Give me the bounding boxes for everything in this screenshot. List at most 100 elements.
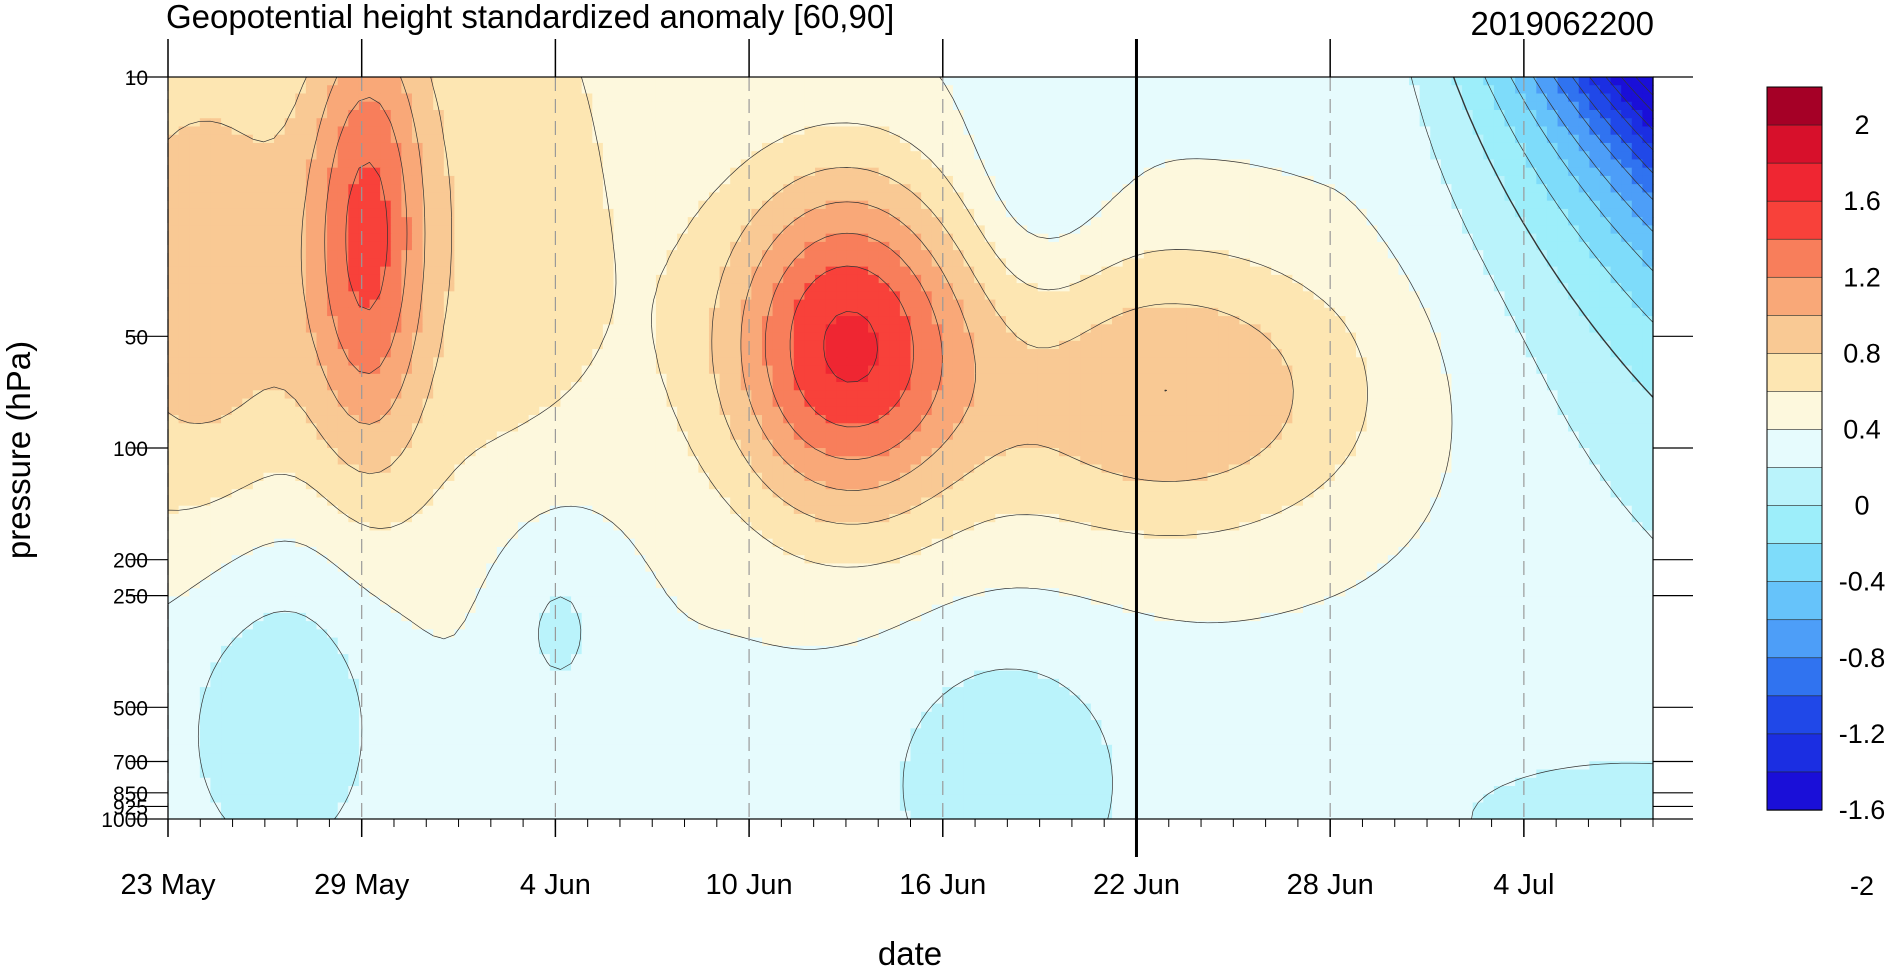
contour-cell xyxy=(1642,332,1654,342)
contour-cell xyxy=(199,241,212,251)
contour-cell xyxy=(793,357,806,367)
contour-cell xyxy=(825,357,837,367)
contour-cell xyxy=(1515,299,1527,309)
contour-cell xyxy=(390,109,402,119)
contour-cell xyxy=(1165,126,1177,136)
contour-cell xyxy=(1080,126,1092,136)
contour-cell xyxy=(305,151,318,161)
contour-cell xyxy=(963,167,975,177)
contour-cell xyxy=(1578,233,1590,243)
contour-cell xyxy=(327,299,339,309)
contour-cell xyxy=(624,159,636,169)
contour-cell xyxy=(486,85,498,95)
contour-cell xyxy=(963,316,975,325)
contour-cell xyxy=(751,307,763,317)
contour-cell xyxy=(878,200,890,210)
contour-cell xyxy=(295,109,307,119)
contour-cell xyxy=(952,134,965,144)
contour-cell xyxy=(295,77,307,86)
contour-cell xyxy=(751,151,763,161)
contour-cell xyxy=(751,217,763,226)
contour-cell xyxy=(1059,208,1071,218)
contour-cell xyxy=(846,77,859,86)
contour-cell xyxy=(465,167,477,177)
contour-cell xyxy=(719,365,731,375)
contour-cell xyxy=(1196,307,1209,317)
contour-cell xyxy=(910,307,922,317)
contour-cell xyxy=(528,349,540,358)
contour-cell xyxy=(1642,159,1654,169)
contour-cell xyxy=(708,151,721,161)
contour-cell xyxy=(1536,109,1548,119)
contour-cell xyxy=(1122,283,1134,292)
contour-cell xyxy=(804,332,816,342)
contour-cell xyxy=(1493,101,1506,111)
contour-cell xyxy=(730,208,742,218)
contour-cell xyxy=(316,159,328,169)
contour-cell xyxy=(984,93,996,103)
contour-cell xyxy=(677,274,689,284)
contour-cell xyxy=(634,324,646,334)
contour-cell xyxy=(231,340,243,350)
contour-cell xyxy=(878,299,890,309)
contour-cell xyxy=(1546,142,1559,152)
contour-cell xyxy=(1483,233,1495,243)
contour-cell xyxy=(645,299,657,309)
contour-cell xyxy=(868,332,880,342)
contour-cell xyxy=(1249,109,1262,119)
contour-cell xyxy=(1462,233,1474,243)
contour-cell xyxy=(1239,258,1251,268)
contour-cell xyxy=(836,142,848,152)
contour-cell xyxy=(1462,266,1474,276)
contour-cell xyxy=(910,151,922,161)
contour-cell xyxy=(465,274,477,284)
contour-cell xyxy=(178,332,190,342)
contour-cell xyxy=(1218,225,1230,235)
contour-cell xyxy=(1313,340,1325,350)
contour-cell xyxy=(1345,266,1357,276)
contour-cell xyxy=(815,299,827,309)
contour-cell xyxy=(1281,167,1293,177)
contour-cell xyxy=(284,250,296,259)
contour-cell xyxy=(921,77,933,86)
contour-cell xyxy=(804,241,816,251)
contour-cell xyxy=(1059,365,1071,375)
contour-cell xyxy=(762,274,774,284)
contour-cell xyxy=(1175,167,1187,177)
contour-cell xyxy=(1292,241,1304,251)
contour-cell xyxy=(1037,357,1049,367)
contour-cell xyxy=(1313,274,1325,284)
contour-cell xyxy=(358,118,371,128)
contour-cell xyxy=(1302,126,1315,136)
contour-cell xyxy=(337,274,349,284)
contour-cell xyxy=(1377,126,1389,136)
contour-cell xyxy=(1186,167,1198,177)
contour-cell xyxy=(1377,349,1389,358)
contour-cell xyxy=(1419,175,1431,185)
contour-cell xyxy=(613,200,625,210)
contour-cell xyxy=(1249,233,1262,243)
contour-cell xyxy=(878,192,890,202)
contour-cell xyxy=(1515,142,1527,152)
contour-cell xyxy=(1059,340,1071,350)
contour-cell xyxy=(1631,208,1643,218)
contour-cell xyxy=(836,266,848,276)
contour-cell xyxy=(1557,340,1569,350)
contour-cell xyxy=(1419,316,1431,325)
contour-cell xyxy=(1196,332,1209,342)
contour-cell xyxy=(454,142,466,152)
contour-cell xyxy=(581,324,593,334)
contour-cell xyxy=(645,340,657,350)
contour-cell xyxy=(1101,274,1113,284)
contour-cell xyxy=(1143,134,1156,144)
contour-cell xyxy=(793,233,806,243)
contour-cell xyxy=(443,307,455,317)
contour-cell xyxy=(199,77,212,86)
contour-cell xyxy=(1366,357,1378,367)
contour-cell xyxy=(221,307,233,317)
contour-cell xyxy=(539,258,551,268)
contour-cell xyxy=(210,109,222,119)
contour-cell xyxy=(242,93,254,103)
contour-cell xyxy=(1578,101,1590,111)
contour-cell xyxy=(1504,126,1516,136)
